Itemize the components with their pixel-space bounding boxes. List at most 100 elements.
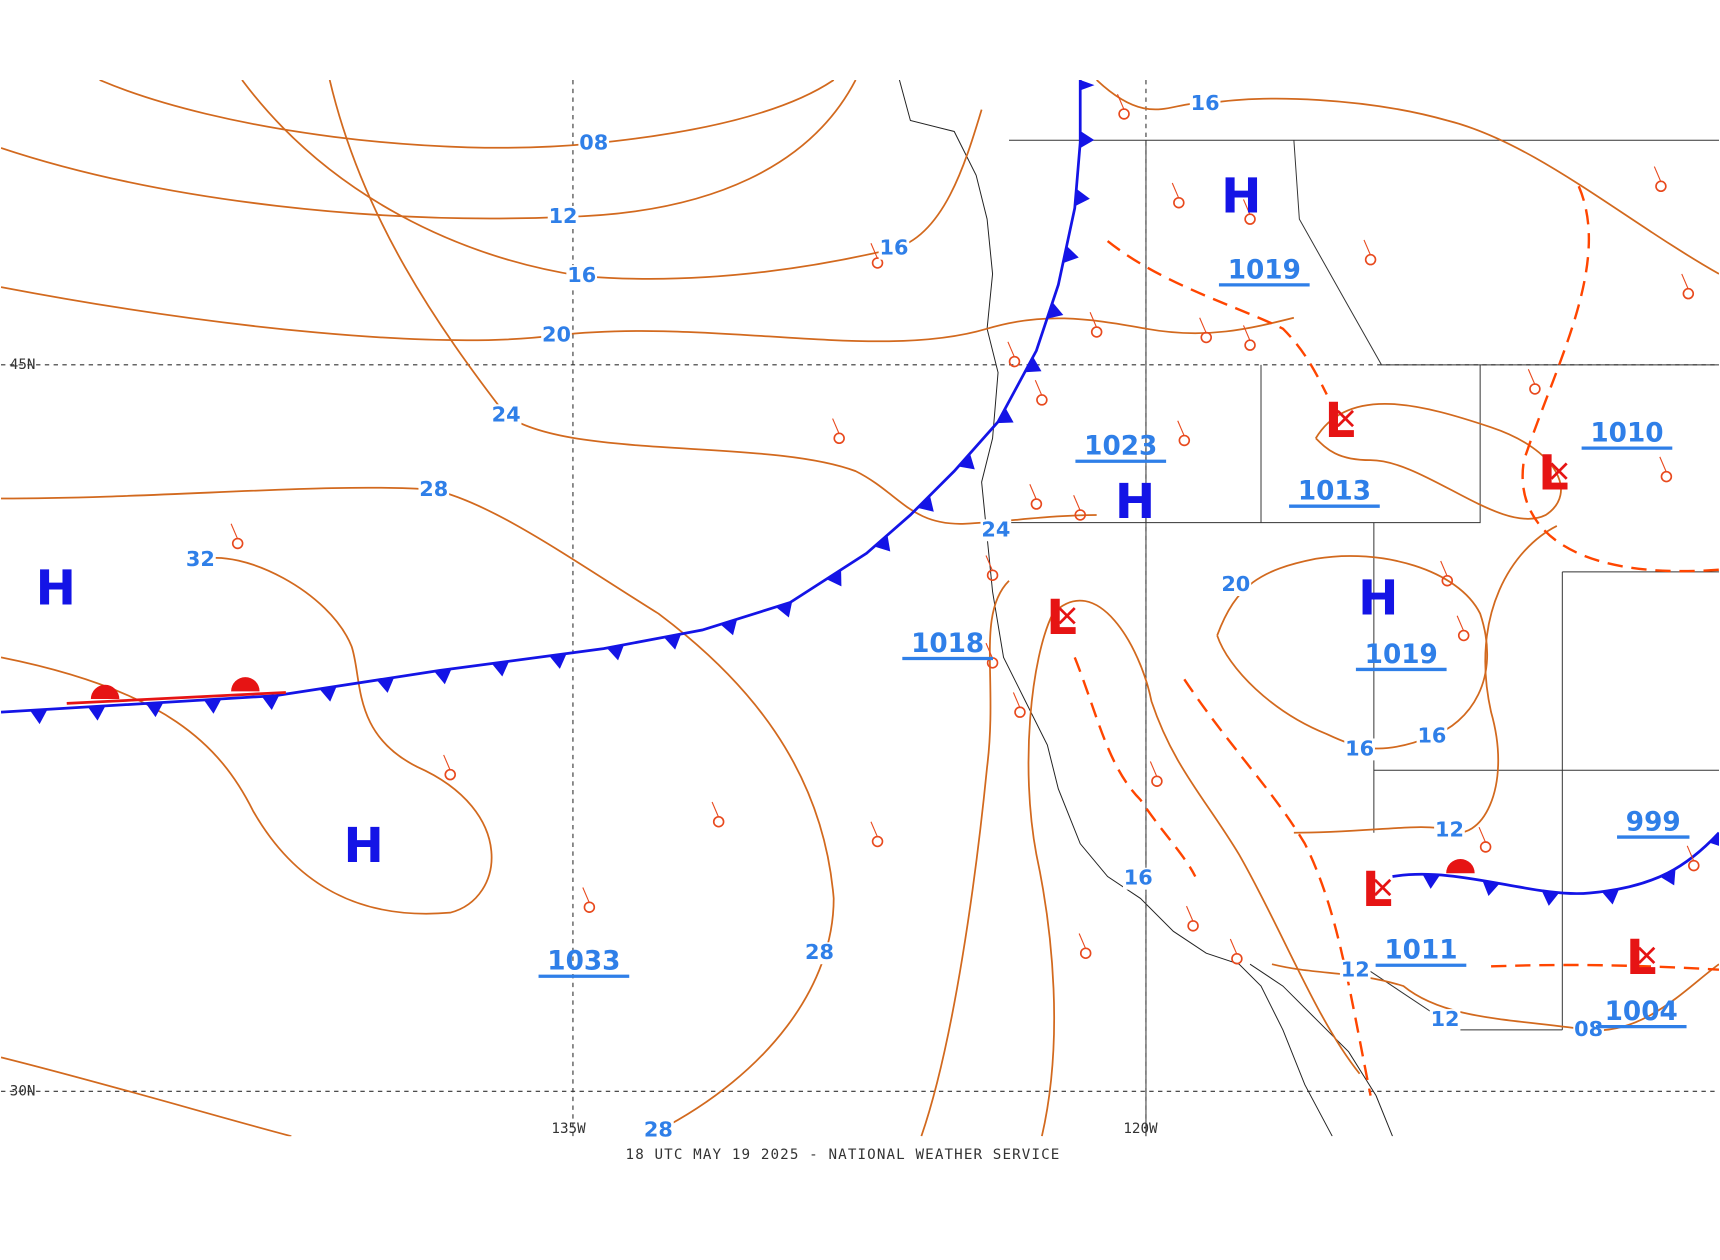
grid-label: 30N	[10, 1084, 36, 1100]
isobar-label: 12	[1435, 818, 1464, 842]
front-pip	[826, 569, 842, 587]
wind-barb	[1456, 615, 1465, 632]
station-circle	[1688, 859, 1700, 872]
station-circle	[1529, 383, 1541, 395]
station-circle	[1655, 180, 1667, 193]
low-center: L	[1538, 446, 1569, 502]
wind-barb	[870, 243, 879, 259]
front-pip	[491, 661, 510, 677]
wind-barb	[582, 887, 590, 904]
station-circle	[1244, 339, 1256, 351]
station-circle	[444, 768, 456, 781]
station-circle	[833, 432, 845, 445]
cold-front	[1, 79, 1082, 714]
central-pressure: 1011	[1384, 936, 1457, 966]
label-bg	[490, 404, 522, 427]
station-circle	[1231, 952, 1243, 965]
low-marker	[1638, 946, 1656, 965]
station-circle	[1200, 331, 1212, 344]
label-bg	[643, 1119, 674, 1142]
front-pip	[1659, 868, 1676, 886]
station-circle	[871, 835, 884, 848]
station-circle	[1457, 629, 1470, 642]
central-pressure: 1018	[911, 629, 984, 659]
wind-barb	[1242, 199, 1251, 215]
trough	[1073, 656, 1197, 878]
label-bg	[1573, 1018, 1604, 1041]
front-pip	[1080, 79, 1095, 91]
low-center: L	[1046, 590, 1077, 646]
front-pip	[1422, 874, 1441, 889]
labels: 45N 30N 135W 120W 08 12 16 20 24 28 32 16 16 24 28 28 20…	[10, 91, 1690, 1142]
wind-barb	[711, 801, 720, 818]
wind-barb	[1007, 341, 1015, 358]
front-pip	[90, 684, 120, 700]
coastline	[898, 79, 1333, 1137]
label-bg	[1429, 1009, 1461, 1032]
station-circle	[1014, 706, 1026, 718]
wind-barb	[1527, 369, 1536, 385]
wind-barb	[1478, 827, 1487, 843]
high-center: H	[1358, 571, 1398, 627]
front-pip	[1482, 880, 1500, 896]
station-plots	[230, 94, 1700, 965]
station-circle	[1364, 253, 1377, 266]
label-bg	[1122, 867, 1154, 890]
high-center: H	[36, 561, 76, 617]
central-pressure: 1013	[1298, 477, 1371, 507]
isobar-label: 16	[1417, 723, 1446, 747]
station-circle	[1660, 470, 1673, 483]
isobar-label: 16	[567, 263, 596, 287]
wind-barb	[1363, 239, 1372, 256]
wind-barb	[1653, 166, 1662, 183]
central-pressure: 1033	[547, 947, 620, 977]
wind-barb	[985, 642, 994, 659]
trough	[1106, 240, 1328, 395]
high-center: H	[343, 818, 383, 874]
wind-barb	[1229, 938, 1238, 955]
central-pressure: 1019	[1365, 640, 1438, 670]
wind-barb	[1199, 317, 1207, 334]
wind-barb	[1149, 761, 1158, 778]
isobar-label: 08	[1574, 1017, 1603, 1041]
central-pressure: 999	[1626, 808, 1681, 838]
label-bg	[1220, 574, 1252, 597]
wind-barb	[832, 418, 840, 435]
isobar-label: 24	[492, 402, 521, 426]
label-bg	[878, 237, 910, 260]
label-bg	[1416, 725, 1448, 748]
cold-front	[1392, 831, 1719, 895]
front-pip	[231, 677, 260, 692]
low-center: L	[1626, 930, 1657, 986]
front-pip	[1541, 890, 1560, 906]
label-bg	[804, 942, 835, 965]
station-circle	[1090, 326, 1103, 338]
front-pip	[1709, 832, 1719, 846]
front-pip	[1024, 356, 1042, 373]
wind-barb	[985, 555, 994, 572]
central-pressure: 1010	[1590, 419, 1663, 449]
front-pip	[261, 695, 280, 710]
label-bg	[1344, 738, 1375, 761]
wind-barb	[1078, 933, 1087, 950]
front-pip	[1601, 889, 1620, 905]
central-pressure: 1004	[1605, 997, 1678, 1027]
high-center: H	[1221, 168, 1261, 224]
footer: 18 UTC MAY 19 2025 - NATIONAL WEATHER SE…	[626, 1147, 1061, 1163]
isobar-label: 28	[644, 1118, 673, 1142]
front-pip	[145, 702, 164, 718]
wind-barb	[1440, 560, 1448, 577]
station-circle	[1118, 108, 1130, 120]
front-pip	[874, 535, 891, 552]
station-circle	[1030, 498, 1043, 510]
station-circle	[583, 901, 596, 913]
station-circle	[1036, 394, 1048, 406]
wind-barb	[1242, 325, 1251, 341]
label-bg	[1434, 819, 1465, 842]
front-pip	[29, 709, 48, 725]
low-center: L	[1325, 393, 1356, 449]
station-circle	[1173, 196, 1185, 209]
label-bg	[418, 478, 450, 501]
front-pip	[87, 705, 106, 721]
